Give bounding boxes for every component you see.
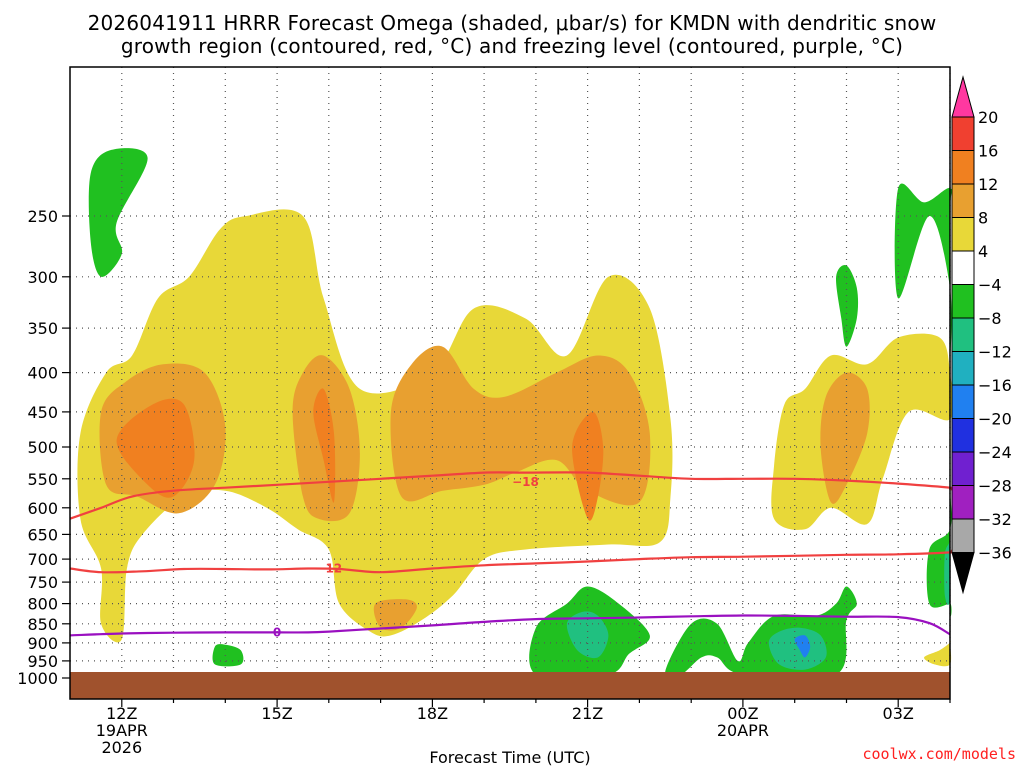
omega-region-rise-orange-dark-mid-2 xyxy=(572,411,604,521)
colorbar-label-13: −36 xyxy=(978,544,1012,563)
colorbar-swatch-7 xyxy=(951,317,975,352)
omega-region-rise-orange-dark-mid-1 xyxy=(313,388,336,503)
x-tick-label-12-line-3: 2026 xyxy=(101,738,142,757)
colorbar-label-7: −12 xyxy=(978,343,1012,362)
colorbar-swatch-5 xyxy=(951,250,975,285)
contour-dendritic-minus-12 xyxy=(69,549,955,574)
omega-region-rise-yellow-lower-orange xyxy=(373,599,417,631)
omega-region-ascent-blue-bottom-2 xyxy=(794,635,811,658)
omega-region-rise-orange-dark-left xyxy=(116,398,195,498)
colorbar-label-10: −24 xyxy=(978,443,1012,462)
y-tick-label-700: 700 xyxy=(27,550,58,569)
chart-title-line-1: 2026041911 HRRR Forecast Omega (shaded, … xyxy=(88,11,937,35)
y-tick-label-1000: 1000 xyxy=(17,669,58,688)
x-tick-label-24-line-1: 00Z xyxy=(727,704,758,723)
omega-region-rise-orange-right xyxy=(820,372,870,504)
x-tick-label-12-line-1: 12Z xyxy=(106,704,137,723)
colorbar-label-8: −16 xyxy=(978,376,1012,395)
x-tick-label-24-line-2: 20APR xyxy=(717,721,769,740)
colorbar-arrow-bottom xyxy=(951,552,975,595)
y-tick-label-450: 450 xyxy=(27,403,58,422)
y-tick-label-500: 500 xyxy=(27,438,58,457)
omega-shading xyxy=(77,148,954,680)
colorbar-swatch-3 xyxy=(951,183,975,218)
y-tick-label-250: 250 xyxy=(27,207,58,226)
omega-region-ascent-green-right-upper xyxy=(894,183,952,358)
y-tick-label-750: 750 xyxy=(27,573,58,592)
y-tick-label-550: 550 xyxy=(27,470,58,489)
colorbar-label-1: 16 xyxy=(978,142,998,161)
y-tick-label-300: 300 xyxy=(27,268,58,287)
contour-label-dendritic-minus-12: −12 xyxy=(315,562,342,576)
plot-area: −18 −12 0 xyxy=(69,66,955,700)
colorbar-swatch-11 xyxy=(951,451,975,486)
omega-region-rise-yellow-main-left xyxy=(77,209,673,643)
colorbar-swatch-8 xyxy=(951,351,975,386)
omega-region-ascent-teal-bottom-2 xyxy=(768,627,827,670)
y-tick-label-400: 400 xyxy=(27,364,58,383)
credit-text: coolwx.com/models xyxy=(862,745,1016,763)
colorbar-label-4: 4 xyxy=(978,242,988,261)
colorbar-label-0: 20 xyxy=(978,108,998,127)
ground-surface xyxy=(70,672,950,699)
omega-region-ascent-green-upper-left xyxy=(88,148,148,277)
omega-colorbar: 20 16 12 8 4 −4 −8 −12 −16 −20 −24 −28 −32 −36 xyxy=(951,75,1012,595)
y-tick-label-900: 900 xyxy=(27,634,58,653)
colorbar-label-3: 8 xyxy=(978,209,988,228)
x-tick-label-21-line-1: 21Z xyxy=(572,704,603,723)
pressure-axis: 2503003504004505005506006507007508008509… xyxy=(17,207,70,688)
colorbar-swatch-4 xyxy=(951,217,975,252)
x-tick-label-15-line-1: 15Z xyxy=(261,704,292,723)
y-tick-label-650: 650 xyxy=(27,525,58,544)
colorbar-swatch-10 xyxy=(951,418,975,453)
y-tick-label-850: 850 xyxy=(27,615,58,634)
contour-label-freezing-level-0: 0 xyxy=(273,625,281,639)
colorbar-swatch-1 xyxy=(951,116,975,151)
colorbar-swatch-12 xyxy=(951,485,975,520)
x-tick-label-12-line-2: 19APR xyxy=(96,721,148,740)
chart-title-line-2: growth region (contoured, red, °C) and f… xyxy=(121,34,903,58)
x-tick-label-18-line-1: 18Z xyxy=(417,704,448,723)
y-tick-label-800: 800 xyxy=(27,595,58,614)
x-axis-label: Forecast Time (UTC) xyxy=(429,748,590,767)
omega-region-rise-yellow-bottom-right xyxy=(924,640,952,667)
contour-dendritic-minus-18 xyxy=(69,471,955,520)
colorbar-label-12: −32 xyxy=(978,510,1012,529)
colorbar-label-9: −20 xyxy=(978,410,1012,429)
colorbar-swatch-6 xyxy=(951,284,975,319)
contour-freezing-level-0 xyxy=(69,614,951,637)
y-tick-label-600: 600 xyxy=(27,499,58,518)
y-tick-label-950: 950 xyxy=(27,652,58,671)
omega-region-ascent-green-small-right xyxy=(836,265,859,347)
contour-label-dendritic-minus-18: −18 xyxy=(512,475,539,489)
omega-region-ascent-teal-right-lower xyxy=(944,481,951,606)
colorbar-label-5: −4 xyxy=(978,276,1002,295)
colorbar-swatch-2 xyxy=(951,150,975,185)
colorbar-swatch-13 xyxy=(951,518,975,553)
y-tick-label-350: 350 xyxy=(27,319,58,338)
x-tick-label-27-line-1: 03Z xyxy=(883,704,914,723)
colorbar-swatch-9 xyxy=(951,384,975,419)
colorbar-label-6: −8 xyxy=(978,309,1002,328)
omega-region-ascent-teal-bottom-1 xyxy=(566,611,609,659)
temperature-contours: −18 −12 0 xyxy=(69,471,955,639)
colorbar-label-2: 12 xyxy=(978,175,998,194)
colorbar-label-11: −28 xyxy=(978,477,1012,496)
plot-frame xyxy=(69,66,951,700)
